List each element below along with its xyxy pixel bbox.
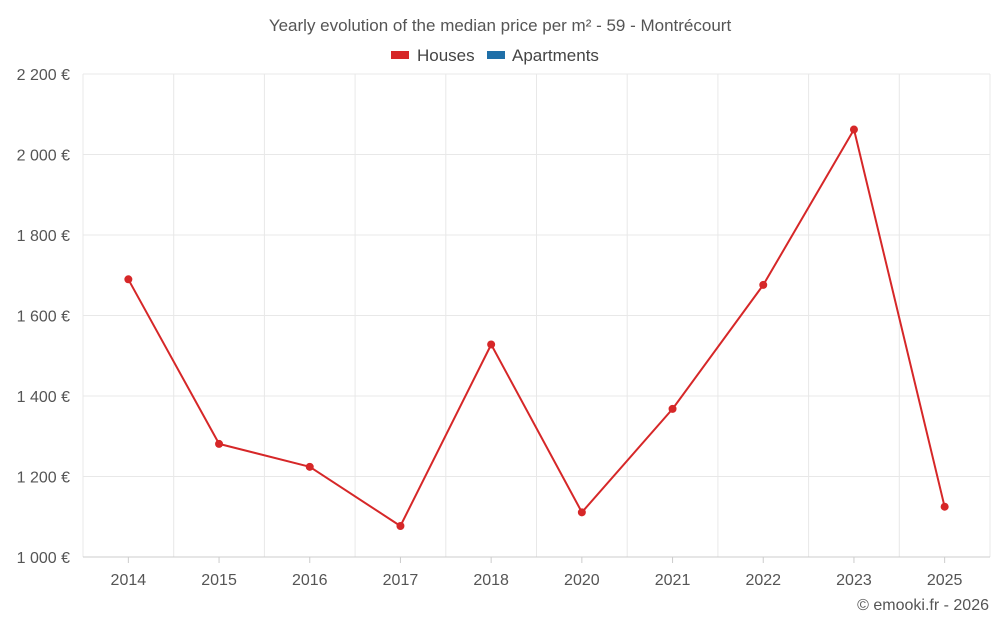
y-tick-label: 1 400 € — [17, 389, 70, 406]
legend-swatch-apartments — [487, 51, 505, 59]
y-tick-label: 1 600 € — [17, 309, 70, 326]
x-tick-label: 2018 — [473, 572, 509, 589]
x-tick-label: 2022 — [745, 572, 781, 589]
series-line-houses — [127, 128, 946, 527]
data-point[interactable] — [215, 439, 224, 448]
x-tick-label: 2025 — [927, 572, 963, 589]
data-point[interactable] — [577, 508, 586, 517]
y-tick-label: 1 200 € — [17, 470, 70, 487]
data-point[interactable] — [940, 502, 949, 511]
chart-title: Yearly evolution of the median price per… — [269, 16, 732, 35]
data-point[interactable] — [396, 522, 405, 531]
x-tick-label: 2021 — [655, 572, 691, 589]
legend-swatch-houses — [391, 51, 409, 59]
data-point[interactable] — [124, 275, 133, 284]
data-point[interactable] — [849, 125, 858, 134]
x-tick-label: 2015 — [201, 572, 237, 589]
y-tick-label: 1 000 € — [17, 550, 70, 567]
x-axis-ticks: 2014 2015 2016 2017 2018 2020 2021 2022 2023 2025 — [111, 572, 963, 589]
data-point[interactable] — [487, 340, 496, 349]
y-tick-label: 2 000 € — [17, 148, 70, 165]
y-tick-label: 1 800 € — [17, 228, 70, 245]
legend-label-apartments: Apartments — [512, 46, 599, 65]
y-tick-label: 2 200 € — [17, 67, 70, 84]
grid — [82, 73, 991, 557]
x-tick-label: 2016 — [292, 572, 328, 589]
series-houses — [124, 125, 949, 531]
data-point[interactable] — [668, 404, 677, 413]
data-point[interactable] — [305, 462, 314, 471]
x-tick-label: 2023 — [836, 572, 872, 589]
credit-text: © emooki.fr - 2026 — [857, 597, 989, 614]
legend: Houses Apartments — [391, 46, 599, 65]
legend-item-apartments[interactable]: Apartments — [487, 46, 599, 65]
legend-label-houses: Houses — [417, 46, 475, 65]
x-tick-label: 2020 — [564, 572, 600, 589]
x-tick-label: 2014 — [111, 572, 147, 589]
data-point[interactable] — [759, 280, 768, 289]
axes — [83, 556, 990, 563]
x-tick-label: 2017 — [383, 572, 419, 589]
y-axis-ticks: 1 000 € 1 200 € 1 400 € 1 600 € 1 800 € 2 000… — [17, 67, 70, 567]
legend-item-houses[interactable]: Houses — [391, 46, 475, 65]
